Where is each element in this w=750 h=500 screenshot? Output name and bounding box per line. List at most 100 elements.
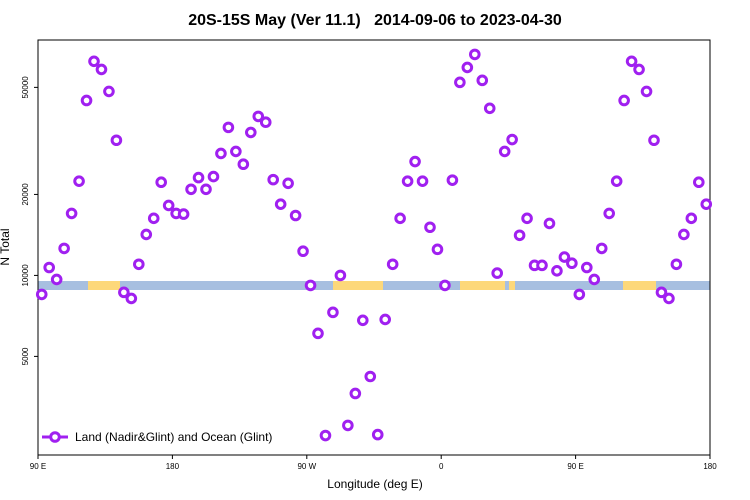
- point: [424, 221, 436, 234]
- point: [491, 267, 504, 279]
- band-land: [623, 281, 656, 290]
- point: [618, 94, 630, 107]
- point: [237, 158, 250, 171]
- point: [95, 63, 108, 76]
- chart-title: 20S-15S May (Ver 11.1) 2014-09-06 to 202…: [188, 12, 562, 29]
- point: [678, 228, 690, 241]
- point: [267, 173, 280, 186]
- point: [551, 265, 563, 277]
- point: [573, 288, 586, 301]
- point: [200, 183, 212, 196]
- point: [80, 94, 93, 107]
- x-tick-label: 90 E: [567, 462, 583, 471]
- point: [88, 55, 100, 68]
- point: [416, 175, 429, 187]
- point: [371, 428, 384, 441]
- point: [506, 133, 518, 146]
- band-land: [333, 281, 383, 290]
- point: [566, 257, 578, 270]
- point: [282, 177, 294, 190]
- point: [461, 61, 474, 74]
- y-tick-label: 50000: [21, 76, 30, 99]
- x-tick-label: 0: [439, 462, 444, 471]
- point: [558, 251, 571, 263]
- x-axis-label: Longitude (deg E): [327, 477, 422, 491]
- point: [334, 269, 347, 282]
- point: [230, 145, 242, 158]
- point: [304, 279, 317, 292]
- point: [610, 175, 623, 187]
- point: [327, 306, 339, 319]
- point: [409, 155, 421, 168]
- legend-label: Land (Nadir&Glint) and Ocean (Glint): [75, 430, 272, 444]
- point: [633, 63, 645, 76]
- x-tick-label: 90 W: [297, 462, 316, 471]
- point: [140, 228, 153, 241]
- y-tick-label: 10000: [21, 264, 30, 287]
- point: [483, 102, 496, 115]
- point: [364, 370, 377, 383]
- legend-marker: [49, 431, 61, 443]
- point: [595, 242, 608, 255]
- point: [147, 212, 160, 225]
- band-land: [509, 281, 515, 290]
- point: [319, 429, 332, 442]
- point: [521, 212, 533, 225]
- point: [693, 176, 705, 189]
- point: [274, 198, 287, 210]
- point: [192, 171, 205, 184]
- point: [215, 147, 227, 160]
- point: [581, 261, 593, 274]
- point: [357, 314, 369, 327]
- point: [155, 176, 167, 189]
- point: [386, 258, 399, 271]
- x-tick-label: 90 E: [30, 462, 46, 471]
- point: [670, 258, 683, 271]
- point: [103, 85, 115, 98]
- point: [648, 134, 660, 147]
- point: [394, 212, 406, 225]
- point: [640, 85, 653, 98]
- point: [297, 245, 309, 258]
- point: [625, 55, 638, 68]
- point: [110, 134, 123, 147]
- point: [498, 145, 511, 158]
- point: [118, 286, 130, 299]
- point: [446, 174, 459, 186]
- point: [588, 273, 601, 286]
- x-tick-label: 180: [166, 462, 180, 471]
- point: [603, 207, 616, 220]
- series: [35, 48, 713, 442]
- point: [379, 313, 392, 326]
- y-tick-label: 20000: [21, 183, 30, 206]
- band-land: [460, 281, 505, 290]
- point: [50, 273, 63, 286]
- point: [349, 387, 362, 400]
- plot-frame: [37, 39, 711, 456]
- point: [536, 259, 548, 272]
- point: [342, 419, 354, 432]
- y-tick-label: 5000: [21, 347, 30, 365]
- x-tick-label: 180: [703, 462, 717, 471]
- point: [222, 121, 235, 134]
- surface-band: [38, 281, 710, 290]
- point: [401, 175, 414, 187]
- point: [43, 261, 56, 274]
- point: [65, 207, 78, 220]
- point: [185, 183, 197, 196]
- point: [207, 170, 220, 183]
- point: [312, 327, 324, 340]
- y-axis-label: N Total: [0, 228, 12, 265]
- point: [58, 242, 70, 255]
- point: [700, 198, 713, 210]
- point: [35, 288, 48, 301]
- point: [454, 76, 466, 89]
- point: [655, 286, 668, 299]
- point: [162, 199, 175, 212]
- point: [469, 48, 481, 61]
- point: [259, 116, 272, 129]
- point: [289, 209, 302, 222]
- point: [245, 126, 257, 139]
- point: [125, 292, 138, 305]
